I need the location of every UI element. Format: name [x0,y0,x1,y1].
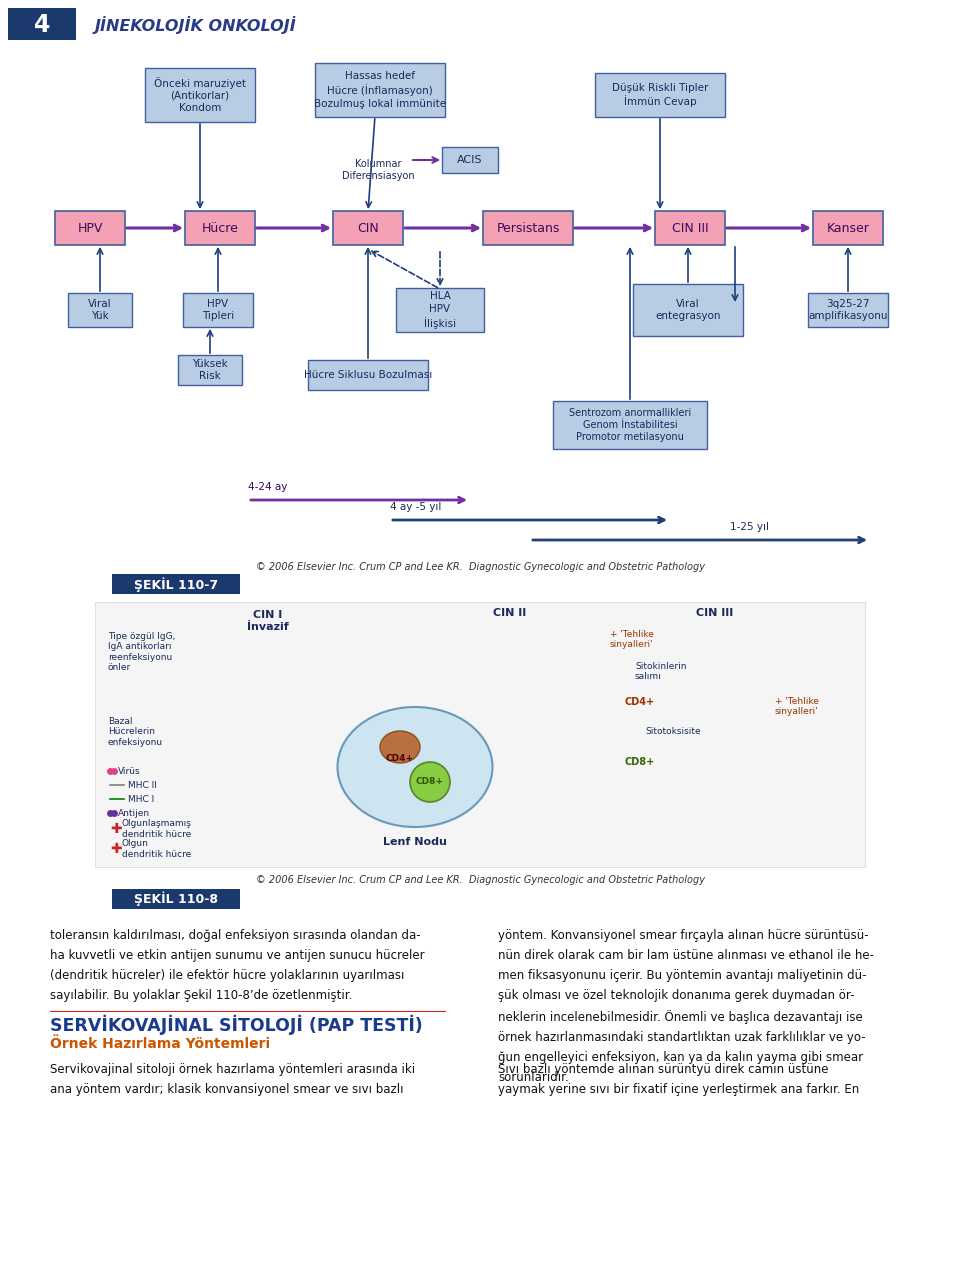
FancyBboxPatch shape [183,293,253,327]
Text: Bazal
Hücrelerin
enfeksiyonu: Bazal Hücrelerin enfeksiyonu [108,717,163,747]
Ellipse shape [380,731,420,763]
Text: Virüs: Virüs [118,766,140,776]
Text: Hassas hedef
Hücre (İnflamasyon)
Bozulmuş lokal immünite: Hassas hedef Hücre (İnflamasyon) Bozulmu… [314,71,446,109]
Text: JİNEKOLOJİK ONKOLOJİ: JİNEKOLOJİK ONKOLOJİ [95,16,297,34]
Text: MHC II: MHC II [128,780,156,790]
FancyBboxPatch shape [633,284,743,336]
Text: Kolumnar
Diferensiasyon: Kolumnar Diferensiasyon [342,159,415,181]
Text: CD4+: CD4+ [625,696,655,707]
FancyBboxPatch shape [68,293,132,327]
Text: Viral
entegrasyon: Viral entegrasyon [656,298,721,321]
Circle shape [410,762,450,801]
Text: HLA
HPV
İlişkisi: HLA HPV İlişkisi [424,292,456,329]
FancyBboxPatch shape [595,73,725,118]
Text: 3q25-27
amplifikasyonu: 3q25-27 amplifikasyonu [808,298,888,321]
Text: CD8+: CD8+ [625,757,655,767]
FancyBboxPatch shape [112,574,240,594]
Text: HPV
Tipleri: HPV Tipleri [202,298,234,321]
Text: Sıvı bazlı yöntemde alınan sürüntyü direk camın üstüne
yaymak yerine sıvı bir fi: Sıvı bazlı yöntemde alınan sürüntyü dire… [498,1063,859,1096]
FancyBboxPatch shape [55,211,125,245]
FancyBboxPatch shape [333,211,403,245]
FancyBboxPatch shape [112,889,240,909]
FancyBboxPatch shape [396,288,484,332]
Text: CIN II: CIN II [493,608,527,618]
Text: Yüksek
Risk: Yüksek Risk [192,359,228,382]
FancyBboxPatch shape [813,211,883,245]
Text: Sitotoksisite: Sitotoksisite [645,728,701,737]
Text: Sentrozom anormallikleri
Genom İnstabilitesi
Promotor metilasyonu: Sentrozom anormallikleri Genom İnstabili… [569,407,691,442]
FancyBboxPatch shape [553,401,707,449]
Text: + 'Tehlike
sinyalleri': + 'Tehlike sinyalleri' [610,629,654,650]
Text: Tipe özgül IgG,
IgA antikorları
reenfeksiyonu
önler: Tipe özgül IgG, IgA antikorları reenfeks… [108,632,176,672]
Text: Servikovajinal sitoloji örnek hazırlama yöntemleri arasında iki
ana yöntem vardı: Servikovajinal sitoloji örnek hazırlama … [50,1063,415,1096]
Text: Sitokinlerin
salımı: Sitokinlerin salımı [635,662,686,681]
Text: ACIS: ACIS [457,155,483,166]
FancyBboxPatch shape [185,211,255,245]
Text: yöntem. Konvansiyonel smear fırçayla alınan hücre sürüntüsü-
nün direk olarak ca: yöntem. Konvansiyonel smear fırçayla alı… [498,929,874,1083]
Text: CIN III: CIN III [672,221,708,235]
FancyBboxPatch shape [308,360,428,391]
Text: Antijen: Antijen [118,809,150,818]
Text: CIN: CIN [357,221,379,235]
Text: 4-24 ay: 4-24 ay [248,482,287,492]
Text: 4 ay -5 yıl: 4 ay -5 yıl [390,502,442,512]
Text: Düşük Riskli Tipler
İmmün Cevap: Düşük Riskli Tipler İmmün Cevap [612,82,708,107]
Text: ✚: ✚ [110,842,122,856]
Text: CIN III: CIN III [696,608,733,618]
FancyBboxPatch shape [655,211,725,245]
FancyBboxPatch shape [145,68,255,123]
Text: Örnek Hazırlama Yöntemleri: Örnek Hazırlama Yöntemleri [50,1036,270,1050]
Text: ✚: ✚ [110,822,122,836]
Text: SERVİKOVAJİNAL SİTOLOJİ (PAP TESTİ): SERVİKOVAJİNAL SİTOLOJİ (PAP TESTİ) [50,1015,422,1035]
Text: CD8+: CD8+ [416,777,444,786]
Text: CIN I
İnvazif: CIN I İnvazif [247,611,289,632]
Text: Olgunlaşmamış
dendritik hücre: Olgunlaşmamış dendritik hücre [122,819,192,839]
FancyBboxPatch shape [178,355,242,386]
Text: Olgun
dendritik hücre: Olgun dendritik hücre [122,839,191,858]
Text: Hücre Siklusu Bozulması: Hücre Siklusu Bozulması [304,370,432,380]
Text: Kanser: Kanser [827,221,870,235]
Text: CD4+: CD4+ [386,755,414,763]
Text: HPV: HPV [78,221,103,235]
Text: Önceki maruziyet
(Antikorlar)
Kondom: Önceki maruziyet (Antikorlar) Kondom [154,77,246,114]
FancyBboxPatch shape [442,147,498,173]
Text: 4: 4 [34,13,50,37]
FancyBboxPatch shape [8,8,76,40]
Text: MHC I: MHC I [128,795,155,804]
Text: Hücre: Hücre [202,221,238,235]
FancyBboxPatch shape [808,293,888,327]
Text: Persistans: Persistans [496,221,560,235]
Text: © 2006 Elsevier Inc. Crum CP and Lee KR.  Diagnostic Gynecologic and Obstetric P: © 2006 Elsevier Inc. Crum CP and Lee KR.… [255,562,705,573]
Text: toleransın kaldırılması, doğal enfeksiyon sırasında olandan da-
ha kuvvetli ve e: toleransın kaldırılması, doğal enfeksiyo… [50,929,424,1002]
Text: © 2006 Elsevier Inc. Crum CP and Lee KR.  Diagnostic Gynecologic and Obstetric P: © 2006 Elsevier Inc. Crum CP and Lee KR.… [255,875,705,885]
Text: 1-25 yıl: 1-25 yıl [730,522,769,532]
Ellipse shape [338,707,492,827]
Text: + 'Tehlike
sinyalleri': + 'Tehlike sinyalleri' [775,696,819,717]
FancyBboxPatch shape [315,63,445,118]
Text: Lenf Nodu: Lenf Nodu [383,837,447,847]
FancyBboxPatch shape [95,602,865,867]
Text: Viral
Yük: Viral Yük [88,298,111,321]
FancyBboxPatch shape [483,211,573,245]
Text: ŞEKİL 110-7: ŞEKİL 110-7 [134,578,218,593]
Text: ŞEKİL 110-8: ŞEKİL 110-8 [134,891,218,906]
